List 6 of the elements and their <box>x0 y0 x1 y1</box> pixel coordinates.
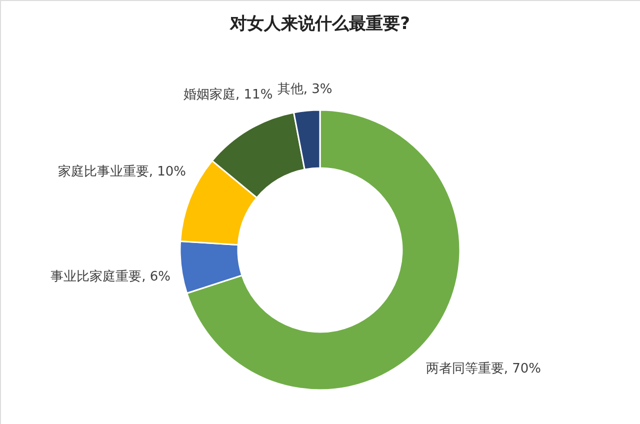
slice-label: 婚姻家庭, 11% <box>184 86 273 103</box>
slice-label: 家庭比事业重要, 10% <box>58 164 186 180</box>
chart-title: 对女人来说什么最重要? <box>229 14 410 34</box>
slice-label: 两者同等重要, 70% <box>426 362 542 377</box>
slice-label: 事业比家庭重要, 6% <box>50 268 170 284</box>
slice-label: 其他, 3% <box>277 82 332 98</box>
